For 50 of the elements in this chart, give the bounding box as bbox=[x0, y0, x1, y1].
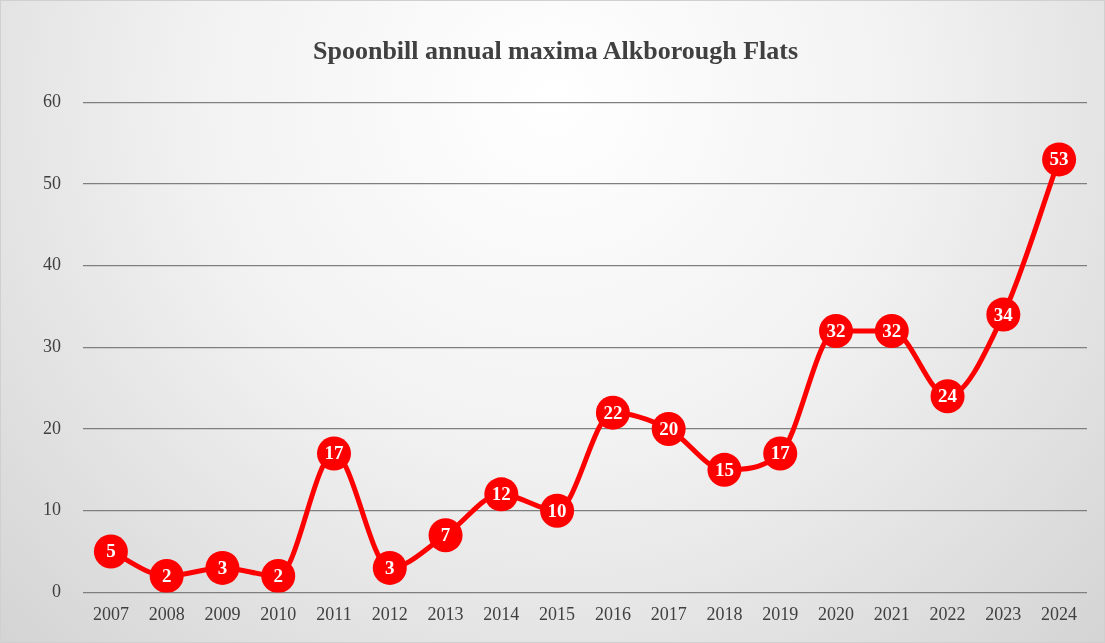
data-label: 2 bbox=[161, 564, 172, 586]
data-label: 17 bbox=[770, 442, 791, 464]
data-label: 17 bbox=[324, 442, 344, 464]
x-tick-label: 2011 bbox=[316, 603, 352, 624]
y-tick-label: 40 bbox=[43, 254, 61, 275]
data-label: 5 bbox=[106, 540, 116, 562]
x-tick-label: 2007 bbox=[92, 603, 129, 624]
data-label: 15 bbox=[714, 458, 734, 480]
point bbox=[261, 559, 296, 593]
x-tick-label: 2013 bbox=[427, 603, 464, 624]
data-label: 53 bbox=[1049, 148, 1069, 170]
x-tick-label: 2017 bbox=[650, 603, 687, 624]
data-label: 32 bbox=[826, 319, 846, 341]
data-label: 12 bbox=[491, 483, 511, 505]
data-label: 34 bbox=[993, 303, 1014, 325]
point bbox=[428, 518, 463, 553]
point bbox=[372, 550, 407, 585]
x-tick-label: 2010 bbox=[260, 603, 297, 624]
x-tick-label: 2018 bbox=[706, 603, 743, 624]
x-tick-label: 2020 bbox=[818, 603, 854, 624]
x-tick-label: 2022 bbox=[929, 603, 966, 624]
y-tick-label: 0 bbox=[52, 581, 61, 602]
y-tick-label: 10 bbox=[43, 499, 61, 520]
data-label: 24 bbox=[938, 385, 958, 407]
point bbox=[93, 534, 128, 569]
x-tick-label: 2009 bbox=[204, 603, 241, 624]
data-label: 10 bbox=[547, 499, 567, 521]
x-tick-label: 2023 bbox=[985, 603, 1022, 624]
y-tick-label: 50 bbox=[43, 172, 61, 193]
chart-title: Spoonbill annual maxima Alkborough Flats bbox=[312, 36, 799, 66]
data-label: 2 bbox=[273, 564, 283, 586]
x-tick-label: 2014 bbox=[483, 603, 520, 624]
point bbox=[149, 559, 184, 593]
x-tick-label: 2024 bbox=[1041, 603, 1078, 624]
x-tick-label: 2021 bbox=[873, 603, 910, 624]
y-tick-label: 60 bbox=[43, 90, 61, 111]
data-label: 20 bbox=[659, 417, 679, 439]
data-label: 7 bbox=[440, 524, 451, 546]
data-label: 3 bbox=[217, 556, 228, 578]
x-tick-label: 2008 bbox=[148, 603, 185, 624]
x-tick-label: 2012 bbox=[371, 603, 408, 624]
y-tick-label: 20 bbox=[43, 417, 61, 438]
x-tick-label: 2016 bbox=[594, 603, 631, 624]
point bbox=[205, 550, 240, 585]
data-label: 32 bbox=[882, 319, 902, 341]
y-tick-label: 30 bbox=[43, 336, 61, 357]
x-tick-label: 2015 bbox=[539, 603, 576, 624]
x-tick-label: 2019 bbox=[762, 603, 799, 624]
data-label: 22 bbox=[603, 401, 623, 423]
data-label: 3 bbox=[385, 556, 395, 578]
